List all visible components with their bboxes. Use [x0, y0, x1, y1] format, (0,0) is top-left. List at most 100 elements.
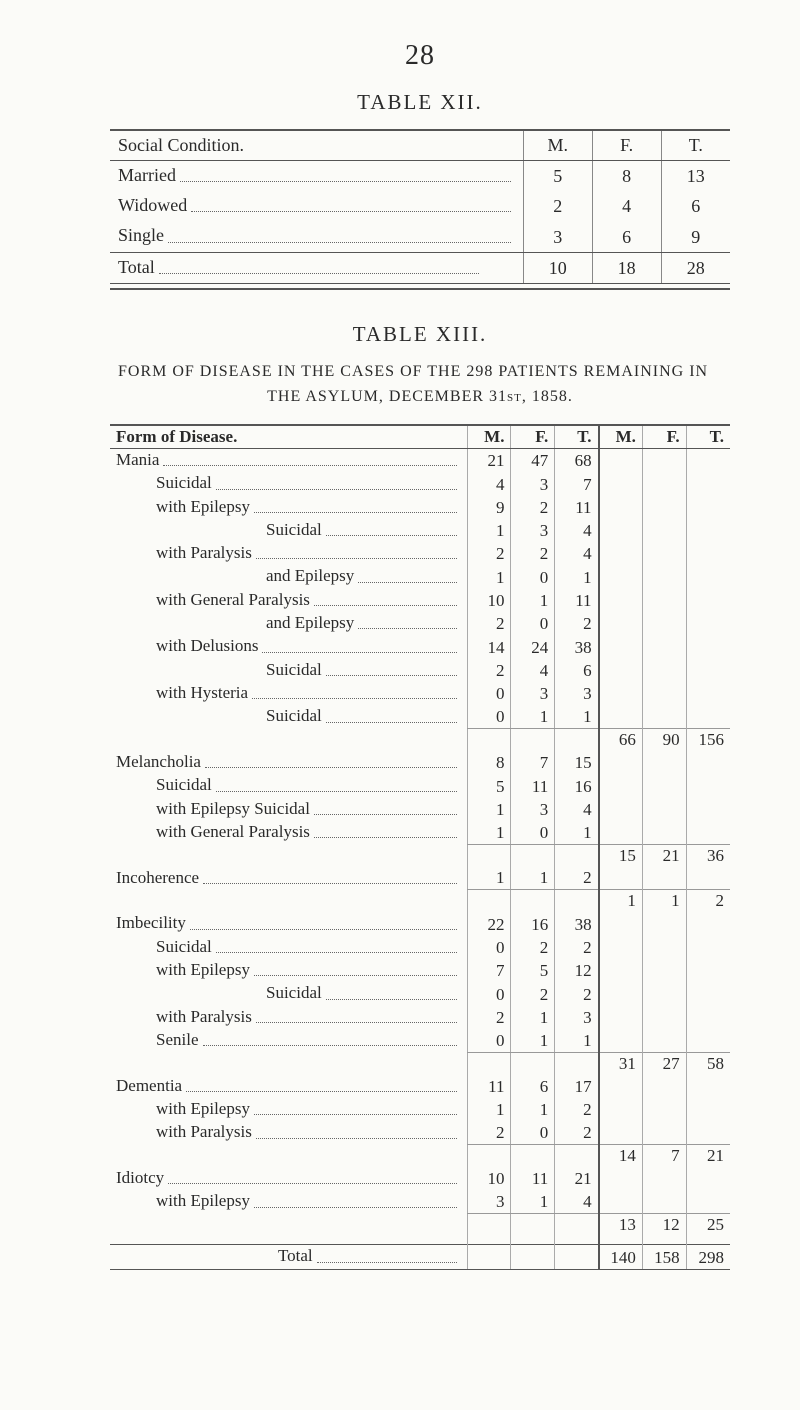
table12-cell: 4	[592, 191, 661, 221]
table13-row-label: with Epilepsy	[110, 1098, 467, 1121]
table13-cell: 2	[467, 659, 511, 682]
table13-summary-cell	[599, 1167, 643, 1190]
table13-summary-cell	[599, 448, 643, 472]
table13-subtotal-cell: 21	[686, 1145, 730, 1168]
table13-row: Dementia11617	[110, 1075, 730, 1098]
table13-summary-cell	[686, 635, 730, 658]
table12-cell: 9	[661, 221, 730, 252]
table13-cell: 1	[511, 1006, 555, 1029]
table13-row-label: with Hysteria	[110, 682, 467, 705]
table13-summary-cell	[642, 751, 686, 774]
table13-cell: 1	[467, 1098, 511, 1121]
table13-row-label: and Epilepsy	[110, 612, 467, 635]
table13-cell: 3	[555, 1006, 599, 1029]
table13-cell: 5	[467, 774, 511, 797]
table13-row: Suicidal022	[110, 982, 730, 1005]
page-number: 28	[110, 40, 730, 72]
table13-subtotal-cell: 21	[642, 844, 686, 867]
table13-subtotal-row: 112	[110, 890, 730, 913]
table13-row-label: with Delusions	[110, 635, 467, 658]
table13-row: Mania214768	[110, 448, 730, 472]
table13-cell: 4	[511, 659, 555, 682]
table13-cell: 24	[511, 635, 555, 658]
table13-cell: 12	[555, 959, 599, 982]
table13-cell: 6	[511, 1075, 555, 1098]
table13-summary-cell	[642, 1098, 686, 1121]
table13-summary-cell	[642, 448, 686, 472]
table13-row: Senile011	[110, 1029, 730, 1052]
table13-cell: 4	[555, 542, 599, 565]
table13-row: with Epilepsy9211	[110, 496, 730, 519]
table13-subtotal-cell: 7	[642, 1145, 686, 1168]
table13-summary-cell	[642, 1167, 686, 1190]
table13-cell: 2	[555, 982, 599, 1005]
table13-header-m2: M.	[599, 425, 643, 448]
table13-cell: 11	[555, 496, 599, 519]
table13-cell: 3	[511, 472, 555, 495]
table13-subtotal-row: 6690156	[110, 729, 730, 752]
table13-summary-cell	[642, 1121, 686, 1144]
table13-header-f: F.	[511, 425, 555, 448]
table13-summary-cell	[599, 659, 643, 682]
table12-row-label: Married	[110, 161, 523, 192]
table13-cell: 10	[467, 589, 511, 612]
table13-row-label: with General Paralysis	[110, 821, 467, 844]
table13-cell: 47	[511, 448, 555, 472]
table13-row: with Hysteria033	[110, 682, 730, 705]
table13-row: Incoherence112	[110, 867, 730, 890]
table13-row: Idiotcy101121	[110, 1167, 730, 1190]
table13-row-label: Incoherence	[110, 867, 467, 890]
table13-summary-cell	[686, 1098, 730, 1121]
table13-summary-cell	[642, 542, 686, 565]
table13-title: TABLE XIII.	[110, 322, 730, 347]
table13-cell: 38	[555, 635, 599, 658]
table13-summary-cell	[642, 472, 686, 495]
table13-cell: 10	[467, 1167, 511, 1190]
table13-subtotal-cell: 66	[599, 729, 643, 752]
table13-cell: 1	[511, 1029, 555, 1052]
table13-row-label: Suicidal	[110, 982, 467, 1005]
table13-row: with General Paralysis10111	[110, 589, 730, 612]
table13-row-label: Melancholia	[110, 751, 467, 774]
table13-cell: 1	[467, 867, 511, 890]
table13-subtotal-cell: 156	[686, 729, 730, 752]
table13-summary-cell	[642, 867, 686, 890]
table13-cell: 1	[511, 705, 555, 728]
table13-header-desc: Form of Disease.	[110, 425, 467, 448]
table13-row: with Paralysis213	[110, 1006, 730, 1029]
table13-summary-cell	[642, 912, 686, 935]
table13-summary-cell	[599, 496, 643, 519]
table13-summary-cell	[599, 635, 643, 658]
table12-title: TABLE XII.	[110, 90, 730, 115]
table13-summary-cell	[686, 751, 730, 774]
table13-row: Suicidal437	[110, 472, 730, 495]
table13-cell: 2	[467, 542, 511, 565]
table13-summary-cell	[686, 912, 730, 935]
table13-cell: 1	[467, 798, 511, 821]
table13-subtotal-cell: 12	[642, 1214, 686, 1237]
table12-header-desc: Social Condition.	[110, 131, 523, 161]
table13-summary-cell	[599, 589, 643, 612]
table13-row: Suicidal51116	[110, 774, 730, 797]
table13-summary-cell	[599, 565, 643, 588]
table13-cell: 2	[555, 936, 599, 959]
table13-subtotal-cell: 13	[599, 1214, 643, 1237]
table13-summary-cell	[599, 774, 643, 797]
table13-summary-cell	[642, 821, 686, 844]
table13-summary-cell	[599, 1190, 643, 1213]
table12-cell: 6	[592, 221, 661, 252]
table13-summary-cell	[599, 682, 643, 705]
table13-row: with Epilepsy314	[110, 1190, 730, 1213]
table13-subtitle-line2: THE ASYLUM, DECEMBER 31st, 1858.	[118, 384, 722, 410]
table13-summary-cell	[642, 589, 686, 612]
table12-total-m: 10	[523, 252, 592, 283]
table13-cell: 2	[555, 867, 599, 890]
table13-subtotal-cell: 90	[642, 729, 686, 752]
table12-row-label: Widowed	[110, 191, 523, 221]
table13-summary-cell	[642, 959, 686, 982]
table13-cell: 11	[467, 1075, 511, 1098]
table13-cell: 4	[467, 472, 511, 495]
table13-summary-cell	[686, 496, 730, 519]
table13-subtotal-row: 14721	[110, 1145, 730, 1168]
table13-row: with Epilepsy7512	[110, 959, 730, 982]
